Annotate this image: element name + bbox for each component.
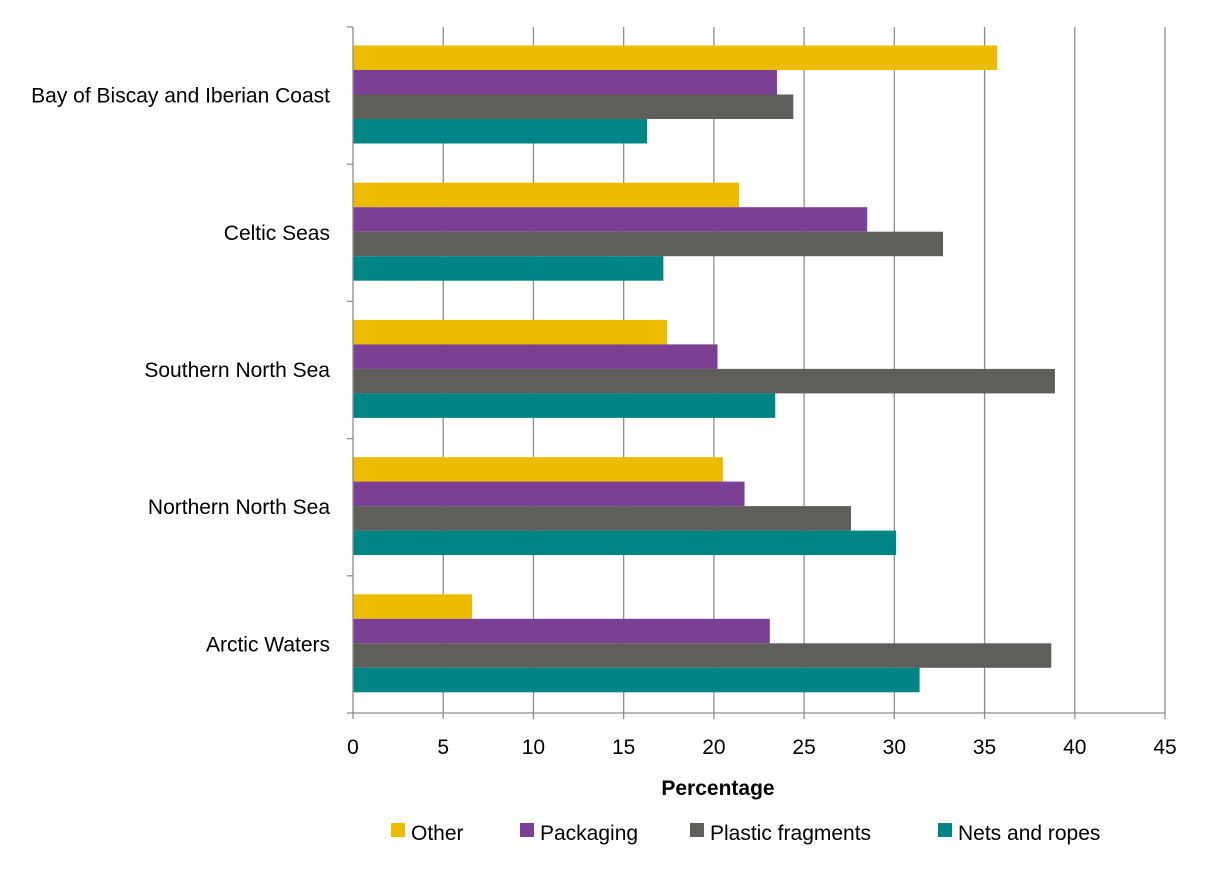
- bar-packaging: [353, 207, 868, 232]
- category-label: Bay of Biscay and Iberian Coast: [31, 85, 330, 108]
- category-label: Northern North Sea: [148, 496, 330, 519]
- category-labels: Bay of Biscay and Iberian Coast Celtic Se…: [31, 85, 330, 657]
- x-tick-labels: 0 5 10 15 20 25 30 35 40 45: [347, 736, 1177, 759]
- legend-swatch-plastic-fragments: [690, 823, 704, 837]
- legend: Other Packaging Plastic fragments Nets and …: [391, 822, 1100, 845]
- bar-packaging: [353, 70, 778, 95]
- x-tick-label: 10: [522, 736, 545, 759]
- bar-plastic-fragments: [353, 643, 1052, 668]
- x-tick-label: 40: [1063, 736, 1086, 759]
- x-tick-label: 20: [702, 736, 725, 759]
- x-tick-label: 25: [792, 736, 815, 759]
- legend-label: Nets and ropes: [958, 822, 1100, 845]
- legend-swatch-nets-and-ropes: [938, 823, 952, 837]
- bar-plastic-fragments: [353, 231, 944, 257]
- bar-nets-and-ropes: [353, 667, 920, 693]
- x-tick-label: 30: [883, 736, 906, 759]
- bar-nets-and-ropes: [353, 530, 897, 556]
- bar-other: [353, 45, 998, 70]
- bar-plastic-fragments: [353, 506, 852, 531]
- bar-nets-and-ropes: [353, 256, 664, 281]
- bar-other: [353, 319, 667, 345]
- bar-packaging: [353, 618, 770, 644]
- bars: [353, 45, 1055, 693]
- bar-other: [353, 182, 740, 208]
- x-tick-label: 15: [612, 736, 635, 759]
- bar-plastic-fragments: [353, 368, 1055, 394]
- category-label: Southern North Sea: [144, 359, 330, 382]
- bar-other: [353, 457, 723, 482]
- x-tick-label: 5: [437, 736, 449, 759]
- bar-plastic-fragments: [353, 94, 794, 119]
- legend-label: Other: [411, 822, 464, 845]
- x-tick-label: 0: [347, 736, 359, 759]
- legend-label: Packaging: [540, 822, 638, 845]
- x-tick-label: 45: [1153, 736, 1176, 759]
- legend-swatch-packaging: [520, 823, 534, 837]
- bar-other: [353, 594, 473, 619]
- axes: [347, 26, 1166, 719]
- x-axis-title: Percentage: [661, 777, 774, 800]
- legend-swatch-other: [391, 823, 405, 837]
- legend-label: Plastic fragments: [710, 822, 871, 845]
- category-label: Arctic Waters: [206, 633, 330, 656]
- bar-nets-and-ropes: [353, 393, 776, 418]
- bar-nets-and-ropes: [353, 119, 648, 144]
- x-tick-label: 35: [973, 736, 996, 759]
- category-label: Celtic Seas: [224, 222, 330, 245]
- bar-packaging: [353, 481, 745, 507]
- bar-packaging: [353, 344, 718, 369]
